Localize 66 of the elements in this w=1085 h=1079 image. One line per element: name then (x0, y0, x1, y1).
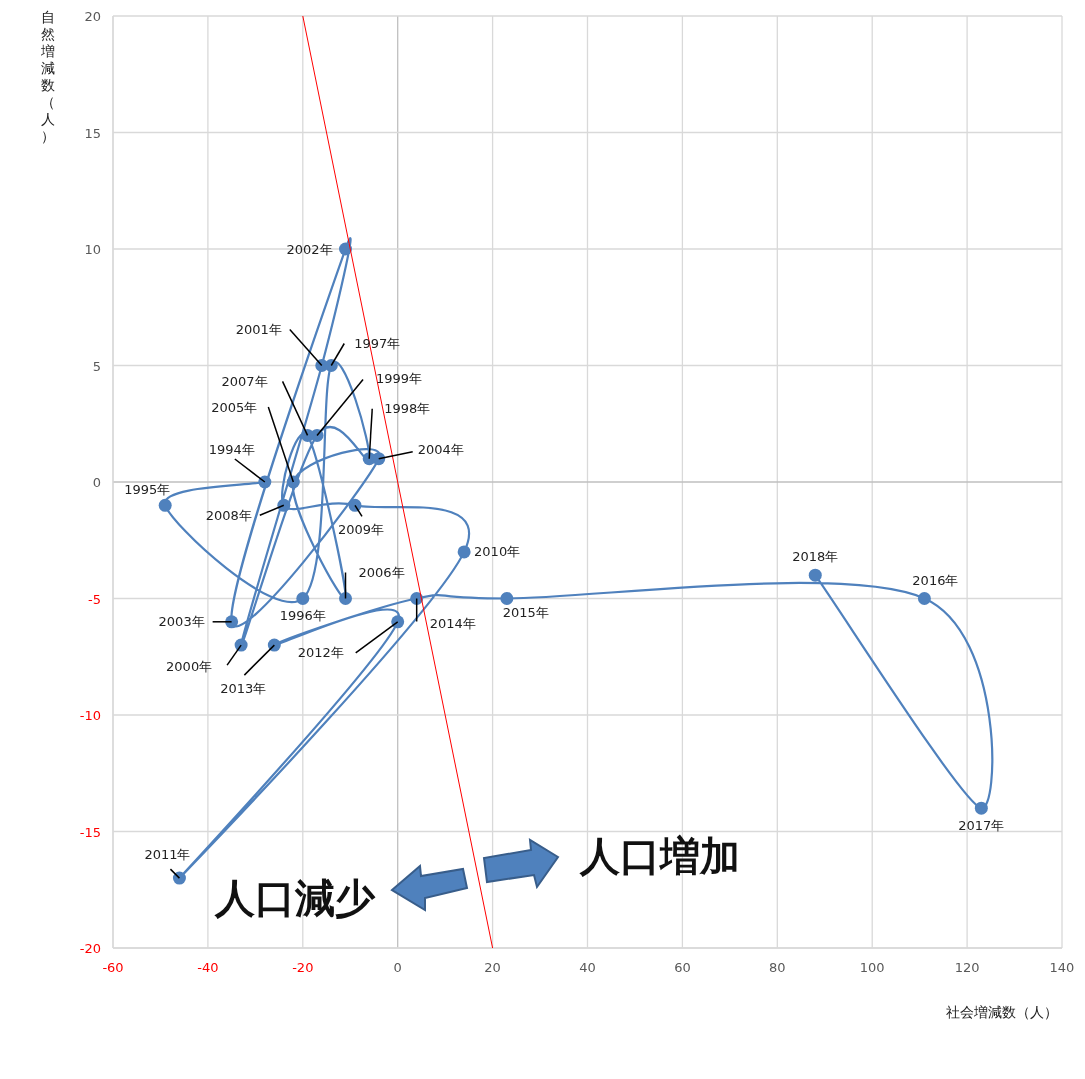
x-tick-label: 100 (859, 960, 885, 975)
annotation: 2007年 (221, 373, 268, 389)
annotation: 1995年 (124, 481, 171, 497)
x-tick-label: 80 (769, 960, 786, 975)
y-tick-label: -10 (79, 708, 101, 723)
annotation: 2017年 (958, 817, 1005, 833)
x-tick-label: 60 (674, 960, 691, 975)
point (286, 475, 300, 489)
x-tick-label: 40 (579, 960, 596, 975)
x-tick-label: -40 (197, 960, 219, 975)
point (808, 568, 822, 582)
point (301, 428, 315, 442)
y-tick-label: 10 (84, 242, 101, 257)
x-axis-title: 社会増減数（人） (946, 1004, 1058, 1020)
point (917, 592, 931, 605)
annotation: 2001年 (235, 322, 282, 337)
y-tick-label: 20 (84, 9, 101, 24)
annotation: 2006年 (358, 565, 405, 580)
annotation: 2014年 (429, 616, 476, 631)
point (457, 545, 471, 559)
point (277, 498, 291, 512)
y-tick-label: 15 (84, 125, 101, 141)
annotation: 2010年 (474, 544, 521, 560)
point (158, 498, 172, 512)
y-tick-label: -15 (79, 824, 101, 840)
point (172, 871, 186, 885)
y-tick-label: -5 (88, 591, 101, 607)
point (372, 452, 386, 466)
annotation: 人口減少 (214, 875, 376, 921)
annotation: 2011年 (144, 846, 191, 862)
x-tick-label: -20 (292, 960, 314, 975)
point (974, 801, 988, 815)
annotation: 2016年 (912, 573, 959, 588)
annotation: 2013年 (220, 680, 267, 696)
x-tick-label: 20 (484, 960, 501, 975)
point (339, 592, 353, 605)
annotation: 2002年 (286, 241, 333, 257)
annotation: 1999年 (375, 370, 423, 386)
y-axis-title: 自然増減数（人） (40, 9, 55, 144)
annotation: 1994年 (208, 441, 255, 457)
annotation: 2003年 (158, 614, 205, 630)
y-tick-label: 5 (92, 358, 101, 374)
annotation: 2004年 (417, 442, 464, 458)
y-tick-label: 0 (92, 475, 101, 490)
annotation: 1998年 (384, 401, 431, 417)
annotation: 2009年 (337, 521, 385, 537)
x-tick-label: -60 (102, 960, 124, 975)
annotation: 2018年 (792, 548, 839, 564)
point (500, 592, 514, 605)
annotation: 人口増加 (579, 833, 740, 879)
y-tick-label: -20 (79, 941, 101, 956)
x-tick-label: 0 (393, 960, 402, 975)
point (296, 592, 310, 605)
point (348, 498, 362, 512)
annotation: 2000年 (166, 658, 213, 674)
annotation: 2005年 (211, 399, 258, 415)
x-tick-label: 120 (954, 960, 980, 975)
point (267, 638, 281, 652)
point (339, 242, 353, 256)
annotation: 1996年 (279, 608, 326, 623)
point (315, 359, 329, 372)
annotation: 2012年 (297, 645, 344, 661)
x-tick-label: 140 (1049, 960, 1075, 975)
point (391, 615, 405, 629)
annotation: 2008年 (205, 507, 252, 523)
annotation: 2015年 (502, 605, 549, 620)
